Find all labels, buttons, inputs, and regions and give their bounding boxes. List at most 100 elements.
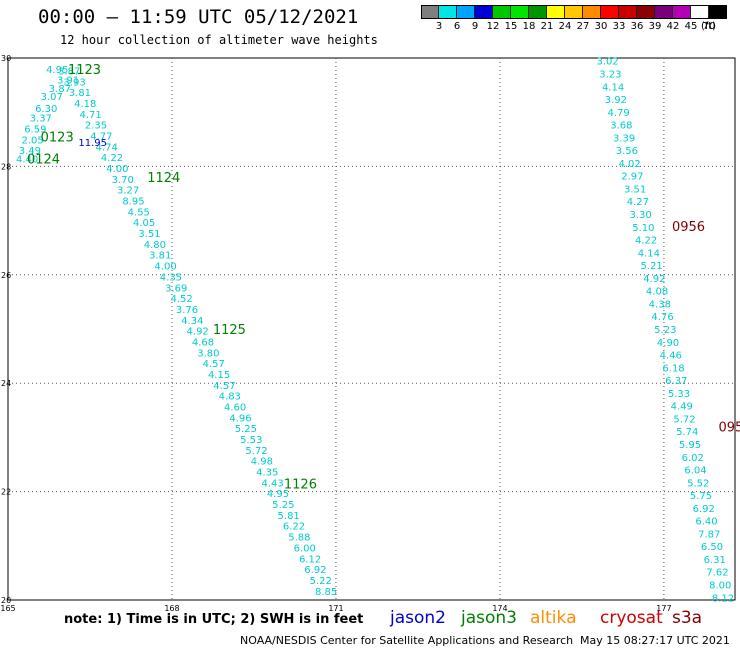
wave-height-value: 6.02: [682, 453, 704, 464]
wave-height-value: 5.21: [640, 261, 662, 272]
wave-height-value: 6.92: [304, 565, 326, 576]
wave-height-value: 4.08: [646, 287, 668, 298]
wave-height-value: 3.02: [597, 57, 619, 68]
color-swatch: [421, 5, 439, 19]
color-scale-label: 3: [435, 21, 443, 32]
wave-height-value: 3.91: [57, 76, 79, 87]
wave-height-value: 8.12: [712, 593, 734, 604]
lat-tick-label: 30: [1, 54, 11, 63]
wave-height-value: 4.15: [208, 370, 230, 381]
wave-height-value: 3.92: [605, 95, 627, 106]
color-scale-label: 9: [471, 21, 479, 32]
wave-height-value: 6.37: [665, 376, 687, 387]
wave-height-value: 4.76: [651, 312, 673, 323]
color-scale-frame: [421, 5, 727, 19]
wave-height-value: 4.98: [251, 457, 273, 468]
color-scale-label: 42: [666, 21, 680, 32]
wave-height-value: 8.95: [122, 197, 144, 208]
wave-height-value: 5.72: [673, 414, 695, 425]
legend-item-jason2: jason2: [390, 608, 446, 628]
color-swatch: [619, 5, 637, 19]
wave-height-value: 4.14: [602, 82, 624, 93]
wave-height-value: 6.31: [704, 555, 726, 566]
wave-height-value: 5.72: [245, 446, 267, 457]
lat-tick-label: 26: [1, 271, 11, 280]
wave-height-value: 3.80: [197, 348, 219, 359]
wave-height-value: 8.85: [315, 587, 337, 598]
wave-height-value: 4.27: [627, 197, 649, 208]
wave-height-value: 4.55: [128, 207, 150, 218]
page-subtitle: 12 hour collection of altimeter wave hei…: [60, 33, 378, 47]
wave-height-value: 3.23: [599, 69, 621, 80]
color-scale-label: 12: [486, 21, 500, 32]
wave-height-value: 4.34: [181, 316, 203, 327]
wave-height-value: 3.39: [613, 133, 635, 144]
pass-time-label: 1123: [68, 63, 101, 78]
wave-height-value: 4.05: [133, 218, 155, 229]
wave-height-value: 4.57: [213, 381, 235, 392]
wave-height-value: 4.92: [187, 327, 209, 338]
wave-height-value: 6.18: [662, 363, 684, 374]
lat-tick-label: 22: [1, 488, 11, 497]
color-swatch: [655, 5, 673, 19]
color-swatch: [673, 5, 691, 19]
color-scale-bar: [421, 5, 727, 19]
wave-height-value: 3.30: [629, 210, 651, 221]
wave-height-value: 6.22: [283, 522, 305, 533]
wave-height-value: 5.52: [687, 478, 709, 489]
pass-time-label: 1124: [147, 171, 180, 186]
wave-height-value: 3.81: [69, 88, 91, 99]
color-scale-unit: (ft): [701, 21, 717, 32]
color-swatch: [583, 5, 601, 19]
wave-height-value: 4.92: [643, 274, 665, 285]
color-swatch: [493, 5, 511, 19]
wave-height-value: 4.77: [90, 132, 112, 143]
wave-height-value: 3.68: [610, 121, 632, 132]
color-swatch: [511, 5, 529, 19]
wave-height-value: 5.33: [668, 389, 690, 400]
wave-height-value: 5.10: [632, 223, 654, 234]
wave-height-value: 4.49: [671, 402, 693, 413]
color-swatch: [565, 5, 583, 19]
wave-height-value: 4.74: [96, 142, 118, 153]
wave-height-value: 5.25: [272, 500, 294, 511]
wave-height-value: 6.40: [695, 517, 717, 528]
wave-height-value: 4.83: [219, 392, 241, 403]
color-swatch: [457, 5, 475, 19]
wave-height-value: 5.25: [235, 424, 257, 435]
wave-height-value: 3.51: [138, 229, 160, 240]
legend-item-jason3: jason3: [461, 608, 517, 628]
wave-height-value: 3.81: [149, 251, 171, 262]
footer-timestamp: May 15 08:27:17 UTC 2021: [580, 634, 730, 647]
color-scale-label: 70: [702, 21, 716, 32]
wave-height-value: 7.62: [706, 568, 728, 579]
map-frame: [7, 57, 736, 601]
wave-height-value: 4.80: [144, 240, 166, 251]
wave-height-value: 3.37: [30, 114, 52, 125]
wave-height-value: 3.07: [41, 92, 63, 103]
wave-height-value: 3.76: [176, 305, 198, 316]
wave-height-value: 4.38: [649, 299, 671, 310]
wave-height-value: 6.04: [684, 466, 706, 477]
color-scale-label: 33: [612, 21, 626, 32]
wave-height-value: 5.23: [654, 325, 676, 336]
color-scale-label: 21: [540, 21, 554, 32]
color-scale-label: 45: [684, 21, 698, 32]
color-swatch: [547, 5, 565, 19]
footer-credit: NOAA/NESDIS Center for Satellite Applica…: [240, 634, 574, 647]
color-swatch: [601, 5, 619, 19]
legend-item-s3a: s3a: [672, 608, 703, 628]
wave-height-value: 4.90: [657, 338, 679, 349]
wave-height-value: 5.53: [240, 435, 262, 446]
color-swatch: [637, 5, 655, 19]
color-swatch: [691, 5, 709, 19]
wave-height-value: 3.87: [49, 84, 71, 95]
color-swatch: [439, 5, 457, 19]
wave-height-value: 4.22: [635, 236, 657, 247]
color-swatch: [475, 5, 493, 19]
wave-height-value: 3.70: [112, 175, 134, 186]
legend-item-altika: altika: [530, 608, 577, 628]
wave-height-value: 11.95: [78, 138, 107, 149]
lon-tick-label: 165: [0, 604, 15, 613]
wave-height-value: 4.71: [79, 110, 101, 121]
